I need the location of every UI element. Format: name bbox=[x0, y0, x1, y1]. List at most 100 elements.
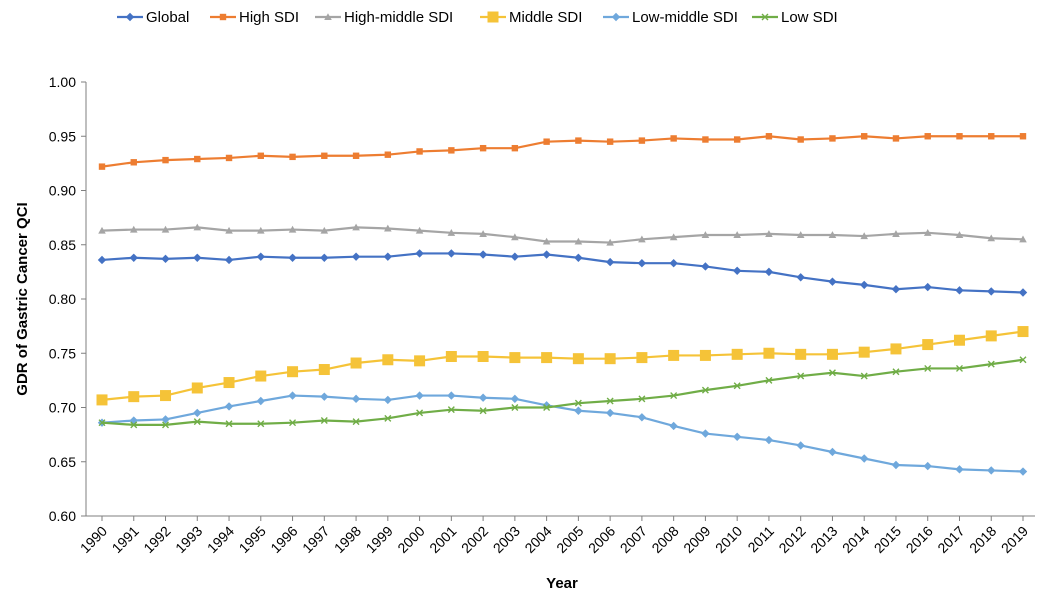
data-point-global bbox=[987, 287, 996, 296]
data-point-high-middle-sdi bbox=[225, 226, 233, 234]
legend-marker bbox=[219, 13, 227, 21]
data-point-middle-sdi bbox=[636, 352, 648, 364]
data-point-high-middle-sdi bbox=[161, 225, 170, 233]
x-tick-label: 2007 bbox=[617, 523, 650, 556]
series-high-middle-sdi bbox=[98, 223, 1027, 246]
data-point-low-middle-sdi bbox=[732, 432, 742, 441]
data-point-middle-sdi bbox=[223, 377, 235, 389]
x-tick-label: 2002 bbox=[458, 523, 491, 556]
x-axis-title: Year bbox=[546, 575, 578, 592]
x-tick-label: 2003 bbox=[490, 523, 523, 556]
data-point-low-middle-sdi bbox=[415, 391, 424, 400]
data-point-high-middle-sdi bbox=[701, 231, 710, 239]
data-point-global bbox=[351, 252, 361, 261]
data-point-high-middle-sdi bbox=[574, 237, 583, 245]
data-point-high-sdi bbox=[448, 147, 455, 154]
data-point-global bbox=[1018, 288, 1028, 297]
data-point-high-sdi bbox=[225, 154, 233, 162]
data-point-low-middle-sdi bbox=[923, 461, 932, 471]
series-low-sdi bbox=[98, 356, 1027, 429]
y-tick-label: 0.85 bbox=[49, 237, 76, 253]
data-point-low-sdi bbox=[511, 404, 519, 411]
y-tick-label: 0.60 bbox=[49, 508, 76, 524]
data-point-global bbox=[161, 254, 170, 264]
data-point-high-middle-sdi bbox=[415, 226, 424, 234]
x-tick-label: 2000 bbox=[394, 523, 427, 556]
plot-area bbox=[96, 133, 1029, 476]
data-point-low-middle-sdi bbox=[351, 394, 361, 404]
legend-marker bbox=[761, 13, 769, 21]
x-tick-label: 2009 bbox=[680, 523, 713, 556]
data-point-low-sdi bbox=[1019, 356, 1027, 364]
y-tick-label: 0.70 bbox=[49, 400, 76, 416]
data-point-global bbox=[193, 253, 202, 262]
series-low-middle-sdi bbox=[97, 391, 1028, 476]
y-tick-label: 0.80 bbox=[49, 291, 76, 307]
data-point-middle-sdi bbox=[922, 339, 934, 351]
data-point-high-middle-sdi bbox=[511, 233, 519, 241]
data-point-high-sdi bbox=[988, 133, 995, 140]
data-point-low-sdi bbox=[987, 360, 995, 368]
x-tick-label: 2006 bbox=[585, 523, 618, 556]
data-point-middle-sdi bbox=[128, 391, 140, 403]
data-point-low-sdi bbox=[130, 421, 138, 429]
data-point-high-sdi bbox=[765, 133, 773, 140]
series-line-middle-sdi bbox=[101, 330, 1024, 401]
data-point-low-sdi bbox=[162, 421, 170, 429]
x-tick-label: 2016 bbox=[903, 523, 936, 556]
data-point-global bbox=[447, 249, 456, 258]
data-point-high-middle-sdi bbox=[98, 226, 106, 234]
legend-marker bbox=[611, 12, 621, 22]
data-point-middle-sdi bbox=[350, 357, 362, 369]
data-point-low-sdi bbox=[384, 414, 392, 422]
data-point-high-sdi bbox=[1019, 133, 1027, 140]
x-tick-label: 2011 bbox=[744, 523, 777, 556]
data-point-high-middle-sdi bbox=[638, 235, 646, 243]
data-point-middle-sdi bbox=[318, 364, 330, 376]
data-point-high-middle-sdi bbox=[892, 230, 900, 237]
x-tick-label: 2010 bbox=[712, 523, 745, 556]
data-point-high-sdi bbox=[797, 136, 804, 143]
data-point-global bbox=[860, 280, 869, 290]
data-point-middle-sdi bbox=[509, 352, 521, 364]
y-tick-label: 1.00 bbox=[49, 74, 76, 90]
data-point-high-middle-sdi bbox=[542, 237, 551, 245]
legend-item-middle-sdi: Middle SDI bbox=[480, 9, 582, 26]
data-point-high-sdi bbox=[924, 133, 931, 140]
data-point-global bbox=[383, 252, 393, 261]
data-point-high-sdi bbox=[956, 133, 963, 140]
data-point-low-middle-sdi bbox=[478, 393, 488, 402]
data-point-global bbox=[796, 273, 805, 282]
x-tick-label: 2014 bbox=[839, 523, 872, 556]
data-point-middle-sdi bbox=[477, 351, 489, 363]
data-point-high-sdi bbox=[702, 136, 709, 143]
data-point-global bbox=[320, 253, 329, 262]
data-point-high-sdi bbox=[98, 163, 106, 170]
data-point-low-middle-sdi bbox=[764, 435, 774, 445]
data-point-low-sdi bbox=[955, 364, 963, 372]
y-axis: 0.60 0.65 0.70 0.75 0.80 0.85 0.90 0.95 1.00 bbox=[49, 74, 87, 524]
data-point-high-sdi bbox=[892, 135, 900, 142]
y-tick-label: 0.65 bbox=[49, 454, 76, 470]
x-tick-label: 2005 bbox=[553, 523, 586, 556]
data-point-global bbox=[288, 253, 297, 262]
data-point-high-sdi bbox=[606, 138, 614, 145]
data-point-global bbox=[764, 267, 774, 277]
y-tick-label: 0.95 bbox=[49, 128, 76, 144]
data-point-high-sdi bbox=[289, 153, 296, 161]
data-point-low-sdi bbox=[670, 392, 678, 400]
data-point-high-sdi bbox=[829, 135, 836, 142]
data-point-low-sdi bbox=[320, 417, 328, 425]
x-tick-label: 1992 bbox=[140, 523, 173, 556]
data-point-high-sdi bbox=[575, 137, 582, 144]
legend-label: Low-middle SDI bbox=[632, 9, 738, 26]
data-point-middle-sdi bbox=[699, 349, 711, 361]
data-point-global bbox=[224, 255, 234, 265]
y-tick-label: 0.90 bbox=[49, 183, 76, 199]
data-point-high-sdi bbox=[352, 152, 360, 159]
data-point-low-middle-sdi bbox=[224, 402, 234, 411]
legend-marker bbox=[324, 13, 332, 21]
data-point-middle-sdi bbox=[382, 354, 394, 366]
data-point-high-middle-sdi bbox=[796, 231, 805, 239]
